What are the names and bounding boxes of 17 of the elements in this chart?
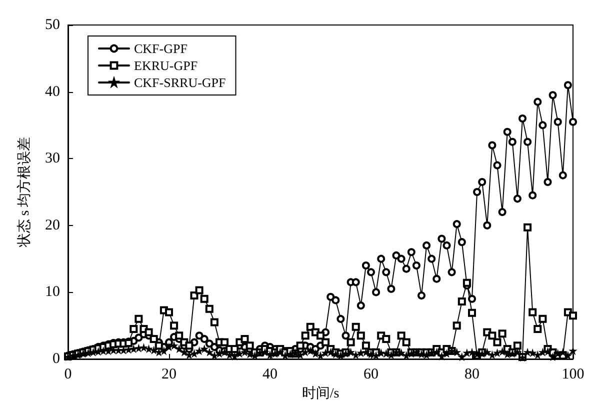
legend-label: EKRU-GPF xyxy=(134,58,198,73)
y-tick-label: 20 xyxy=(45,217,60,234)
y-tick-label: 40 xyxy=(45,84,60,100)
x-tick-label: 20 xyxy=(162,366,176,382)
x-tick-label: 100 xyxy=(562,366,584,382)
y-tick-label: 0 xyxy=(52,351,60,367)
x-tick-label: 80 xyxy=(464,366,480,382)
x-tick-label: 40 xyxy=(262,366,278,382)
y-axis-title: 状态 s 均方根误差 xyxy=(16,136,32,248)
y-tick-label: 50 xyxy=(45,17,60,33)
y-tick-label: 10 xyxy=(45,284,60,300)
x-axis-title: 时间/s xyxy=(302,385,340,402)
x-tick-label: 0 xyxy=(64,366,72,382)
x-tick-label: 60 xyxy=(364,366,378,382)
y-tick-label: 30 xyxy=(45,150,60,167)
legend-label: CKF-GPF xyxy=(134,41,188,56)
legend-label: CKF-SRRU-GPF xyxy=(134,75,226,90)
